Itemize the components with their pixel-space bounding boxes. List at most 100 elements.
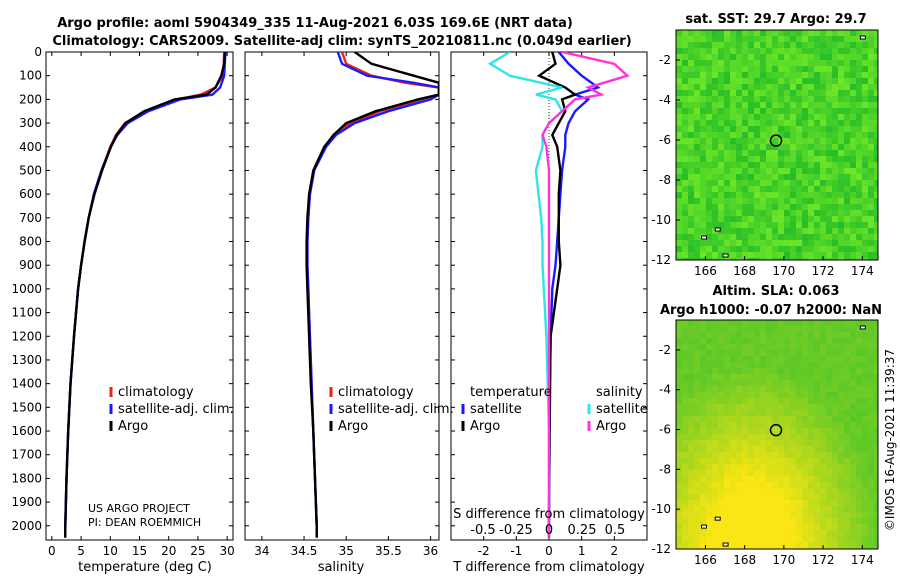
y-tick-label: 1000: [11, 282, 42, 296]
salinity-frame: [244, 51, 440, 541]
x-tick-label: 2: [611, 544, 619, 558]
x-tick-label: 174: [851, 553, 874, 567]
legend-title-temperature: temperature: [470, 385, 552, 400]
coastline: [700, 35, 866, 258]
coastline: [700, 325, 866, 547]
series-line-s-argo: [541, 52, 630, 538]
y-tick-label: 700: [19, 211, 42, 225]
legend-satellite: satellite-adj. clim.: [118, 402, 234, 417]
argo-location-marker: [769, 423, 783, 437]
legend-title-salinity: salinity: [596, 385, 643, 400]
temperature-xlabel: temperature (deg C): [78, 560, 212, 575]
sdiff-tick-label: 0.5: [605, 523, 626, 538]
temperature-plot: 0 5 10 15 20 25 300100200300400500600700800900…: [11, 45, 234, 558]
project-annotation: US ARGO PROJECT: [88, 502, 190, 515]
sdiff-axis-label: S difference from climatology: [453, 507, 645, 522]
y-tick-label: 500: [19, 163, 42, 177]
x-tick-label: 36: [423, 544, 438, 558]
y-tick-label: -2: [659, 53, 671, 67]
sdiff-tick-label: 0.25: [568, 523, 597, 538]
legend-argo: Argo: [118, 419, 148, 434]
sla_map: 166 168 170 172 174 -2 -4 -6 -8 -10 -12: [651, 319, 879, 567]
sla_map-frame: [675, 319, 879, 550]
x-tick-label: 34: [254, 544, 269, 558]
x-tick-label: 170: [772, 553, 795, 567]
x-tick-label: 0: [48, 544, 56, 558]
argo-location-marker: [769, 134, 783, 147]
y-tick-label: 300: [19, 116, 42, 130]
x-tick-label: 168: [733, 264, 756, 278]
sla-map-title-2: Argo h1000: -0.07 h2000: NaN: [660, 303, 882, 318]
x-tick-label: 0: [545, 544, 553, 558]
x-tick-label: 1: [578, 544, 586, 558]
x-tick-label: 25: [190, 544, 205, 558]
sdiff-tick-label: -0.5: [470, 523, 495, 538]
x-tick-label: 166: [694, 264, 717, 278]
y-tick-label: 1700: [11, 448, 42, 462]
x-tick-label: 172: [812, 264, 835, 278]
legend-t-satellite: satellite: [470, 402, 522, 417]
x-tick-label: 10: [103, 544, 118, 558]
y-tick-label: 0: [34, 45, 42, 59]
y-tick-label: 600: [19, 187, 42, 201]
imos-credit: ©IMOS 16-Aug-2021 11:39:37: [883, 349, 897, 531]
y-tick-label: 800: [19, 235, 42, 249]
x-tick-label: 5: [77, 544, 85, 558]
y-tick-label: 2000: [11, 519, 42, 533]
sst-map-title: sat. SST: 29.7 Argo: 29.7: [685, 12, 866, 27]
x-tick-label: 20: [161, 544, 176, 558]
y-tick-label: 1800: [11, 471, 42, 485]
sdiff-tick-labels: -0.5 -0.25 0 0.25 0.5: [470, 523, 625, 538]
legend-s-satellite: satellite: [596, 402, 648, 417]
x-tick-label: 174: [851, 264, 874, 278]
x-tick-label: 34.5: [291, 544, 318, 558]
temperature-frame: [45, 51, 234, 541]
title-line-2: Climatology: CARS2009. Satellite-adj cli…: [52, 34, 631, 49]
sst_map-frame: [675, 29, 879, 261]
y-tick-label: -12: [651, 542, 671, 556]
legend-t-argo: Argo: [470, 419, 500, 434]
y-tick-label: -8: [659, 462, 671, 476]
y-tick-label: -2: [659, 343, 671, 357]
y-tick-label: 1300: [11, 353, 42, 367]
legend-climatology: climatology: [338, 385, 414, 400]
title-line-1: Argo profile: aoml 5904349_335 11-Aug-20…: [57, 16, 573, 31]
x-tick-label: 170: [772, 264, 795, 278]
x-tick-label: 35: [339, 544, 354, 558]
y-tick-label: -8: [659, 173, 671, 187]
series-line-argo: [305, 52, 439, 538]
y-tick-label: 1400: [11, 377, 42, 391]
tdiff-xlabel: T difference from climatology: [452, 560, 645, 575]
sst_map: 166 168 170 172 174 -2 -4 -6 -8 -10 -12: [651, 29, 879, 278]
x-tick-label: 35.5: [375, 544, 402, 558]
sdiff-tick-label: -0.25: [499, 523, 533, 538]
differences-plot: -2 -1 0 1 2: [450, 51, 648, 558]
difference-legend: temperature salinity satellite Argo sate…: [461, 385, 648, 434]
y-tick-label: 1500: [11, 400, 42, 414]
y-tick-label: 900: [19, 258, 42, 272]
y-tick-label: -6: [659, 133, 671, 147]
salinity-plot: 34 34.5 35 35.5 36: [244, 51, 440, 558]
y-tick-label: -6: [659, 423, 671, 437]
pi-annotation: PI: DEAN ROEMMICH: [88, 516, 201, 529]
x-tick-label: 168: [733, 553, 756, 567]
y-tick-label: -12: [651, 253, 671, 267]
y-tick-label: 400: [19, 140, 42, 154]
legend-argo: Argo: [338, 419, 368, 434]
legend-s-argo: Argo: [596, 419, 626, 434]
series-line-argo: [64, 52, 226, 538]
x-tick-label: -2: [478, 544, 490, 558]
sdiff-tick-label: 0: [545, 523, 553, 538]
y-tick-label: 200: [19, 92, 42, 106]
y-tick-label: -4: [659, 383, 671, 397]
y-tick-label: 1600: [11, 424, 42, 438]
temperature-legend: climatology satellite-adj. clim. Argo: [109, 385, 234, 434]
x-tick-label: 172: [812, 553, 835, 567]
sla_map-field: [676, 320, 878, 549]
x-tick-label: 166: [694, 553, 717, 567]
y-tick-label: 1900: [11, 495, 42, 509]
legend-satellite: satellite-adj. clim.: [338, 402, 454, 417]
legend-climatology: climatology: [118, 385, 194, 400]
y-tick-label: -10: [651, 213, 671, 227]
